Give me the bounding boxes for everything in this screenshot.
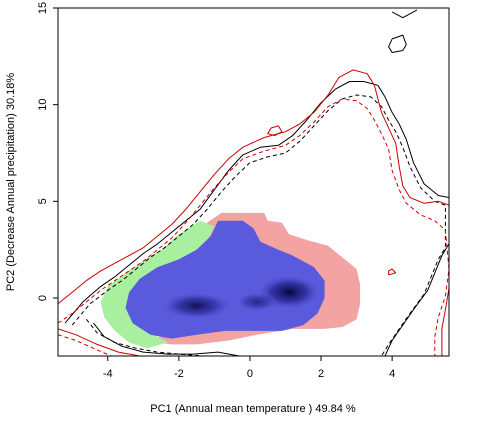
contour-red-dashed-lower-loop	[58, 334, 112, 356]
contour-red-solid-lower-loop	[58, 328, 162, 356]
density-core-1	[161, 292, 233, 320]
contour-black-dashed-lower-loop	[86, 318, 204, 356]
x-axis-title: PC1 (Annual mean temperature ) 49.84 %	[150, 403, 356, 415]
contour-red-small-loop	[267, 125, 283, 137]
contour-black-small-loop	[388, 34, 407, 53]
contour-red-solid	[58, 69, 449, 356]
y-tick-label: 10	[37, 99, 49, 111]
density-core-2	[235, 292, 279, 312]
plot-area	[58, 9, 449, 356]
contour-red-island	[388, 268, 397, 276]
y-tick-label: 15	[37, 2, 49, 14]
density-region-green-only	[100, 220, 215, 349]
x-tick-label: 0	[247, 368, 253, 380]
y-tick-label: 0	[37, 295, 49, 301]
x-tick-label: -2	[174, 368, 184, 380]
x-tick-label: 2	[318, 368, 324, 380]
contour-black-top-right-island	[391, 9, 418, 19]
y-axis-title: PC2 (Decrease Annual precipitation) 30.1…	[5, 73, 17, 292]
contour-red-dashed	[58, 98, 449, 356]
x-axis: -4 -2 0 2 4	[103, 355, 395, 380]
x-tick-label: 4	[389, 368, 395, 380]
y-axis: 0 5 10 15	[37, 2, 59, 301]
contour-black-solid	[64, 81, 449, 356]
x-tick-label: -4	[103, 368, 113, 380]
y-tick-label: 5	[37, 198, 49, 204]
